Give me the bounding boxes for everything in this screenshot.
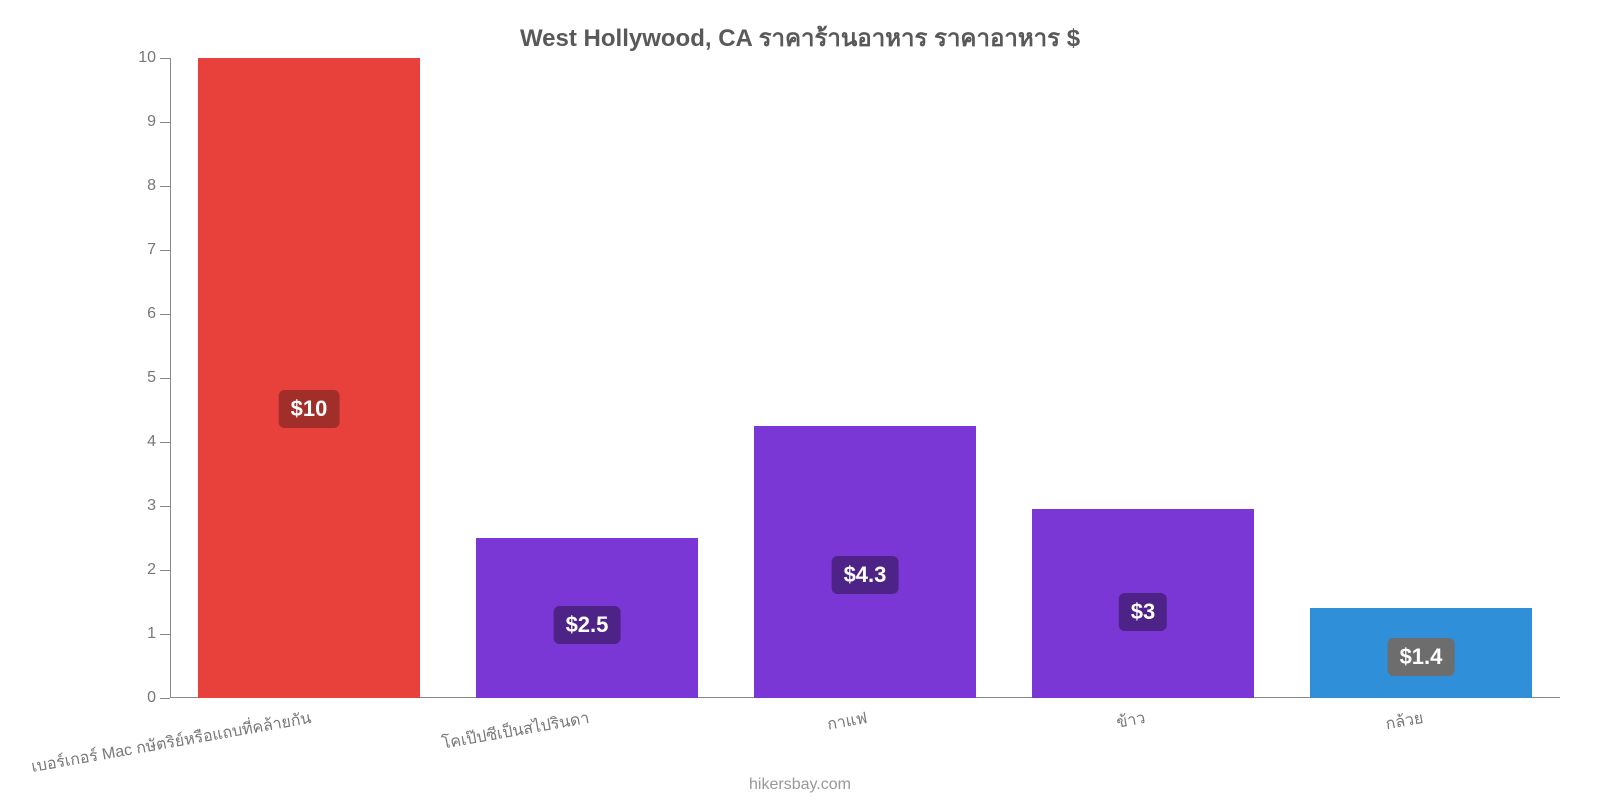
y-tick xyxy=(160,698,170,699)
y-tick-label: 2 xyxy=(116,561,156,579)
bar-value-label: $10 xyxy=(279,390,340,428)
y-tick-label: 3 xyxy=(116,497,156,515)
bars-layer: $10 $2.5 $4.3 $3 $1.4 xyxy=(170,58,1560,698)
y-tick-label: 10 xyxy=(116,49,156,67)
y-tick-label: 1 xyxy=(116,625,156,643)
chart-container: West Hollywood, CA ราคาร้านอาหาร ราคาอาห… xyxy=(0,0,1600,800)
y-tick xyxy=(160,58,170,59)
bar-value-label: $2.5 xyxy=(554,606,621,644)
y-tick-label: 5 xyxy=(116,369,156,387)
bar: $3 xyxy=(1032,509,1254,698)
y-tick xyxy=(160,442,170,443)
y-tick-label: 7 xyxy=(116,241,156,259)
y-tick xyxy=(160,314,170,315)
bar: $2.5 xyxy=(476,538,698,698)
bar: $4.3 xyxy=(754,426,976,698)
y-tick-label: 6 xyxy=(116,305,156,323)
y-tick xyxy=(160,506,170,507)
y-tick xyxy=(160,122,170,123)
bar: $1.4 xyxy=(1310,608,1532,698)
y-tick xyxy=(160,378,170,379)
chart-footer: hikersbay.com xyxy=(0,776,1600,794)
y-tick-label: 0 xyxy=(116,689,156,707)
y-tick xyxy=(160,570,170,571)
y-tick xyxy=(160,250,170,251)
y-tick xyxy=(160,186,170,187)
bar-value-label: $3 xyxy=(1119,593,1167,631)
y-tick-label: 9 xyxy=(116,113,156,131)
y-tick-label: 4 xyxy=(116,433,156,451)
bar-value-label: $4.3 xyxy=(832,556,899,594)
bar-value-label: $1.4 xyxy=(1388,638,1455,676)
plot-area: $10$2.5$4.3$3$1.4 012345678910เบอร์เกอร์… xyxy=(170,58,1560,698)
bar: $10 xyxy=(198,58,420,698)
y-tick xyxy=(160,634,170,635)
chart-title: West Hollywood, CA ราคาร้านอาหาร ราคาอาห… xyxy=(0,18,1600,57)
y-tick-label: 8 xyxy=(116,177,156,195)
